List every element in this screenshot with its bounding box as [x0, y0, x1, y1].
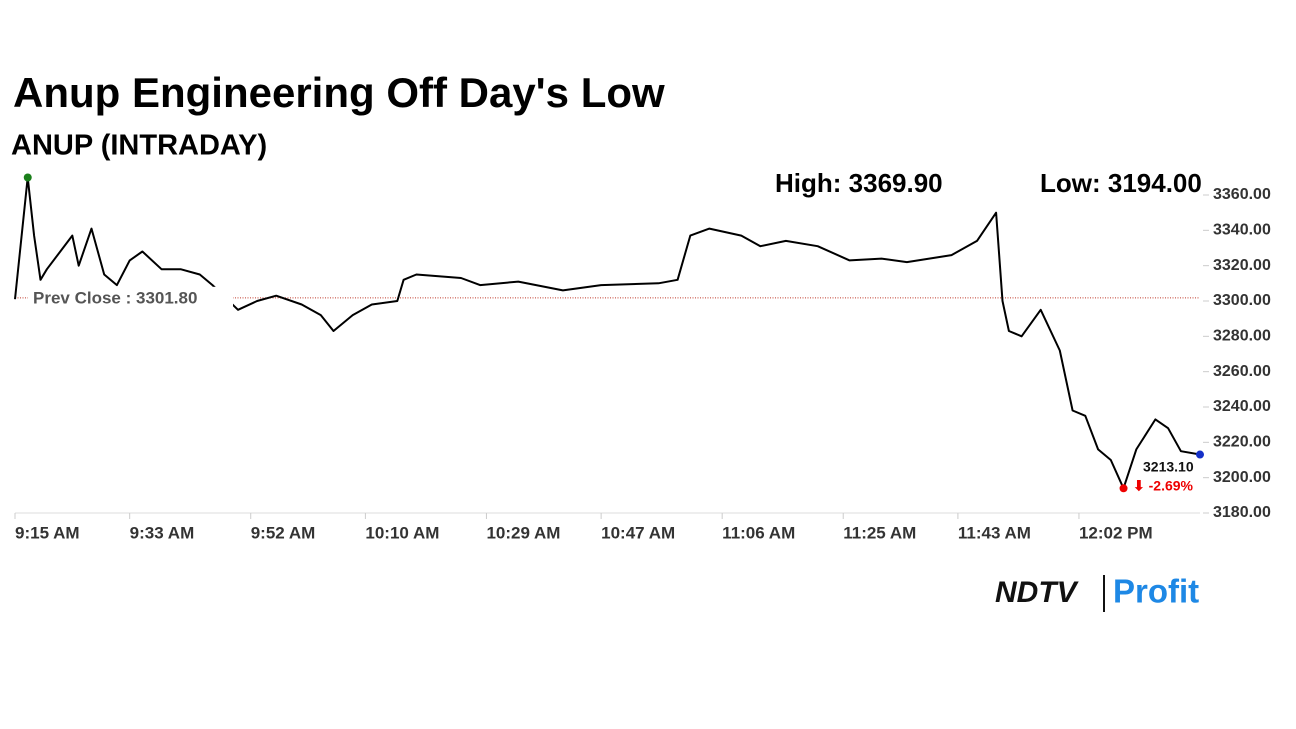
x-tick-label: 10:10 AM	[365, 523, 439, 542]
last-dot	[1196, 450, 1204, 459]
last-label: 3213.10	[1143, 459, 1194, 475]
y-tick-label: 3200.00	[1213, 469, 1271, 486]
y-tick-label: 3280.00	[1213, 328, 1271, 345]
y-tick-label: 3220.00	[1213, 434, 1271, 451]
x-tick-label: 9:52 AM	[251, 523, 316, 542]
x-tick-label: 10:29 AM	[486, 523, 560, 542]
low-dot	[1119, 484, 1128, 493]
logo-left: NDTV	[995, 576, 1080, 609]
y-tick-label: 3180.00	[1213, 504, 1271, 521]
x-tick-label: 9:15 AM	[15, 523, 80, 542]
y-tick-label: 3300.00	[1213, 292, 1271, 309]
x-tick-label: 11:25 AM	[843, 523, 916, 542]
price-line	[14, 176, 1201, 490]
logo-right: Profit	[1113, 573, 1199, 610]
y-tick-label: 3260.00	[1213, 363, 1271, 380]
y-tick-label: 3360.00	[1213, 186, 1271, 203]
high-dot	[23, 173, 32, 182]
x-tick-label: 11:43 AM	[958, 523, 1031, 542]
prev-close-bg	[28, 286, 233, 309]
high-label: High: 3369.90	[775, 168, 943, 198]
x-tick-label: 10:47 AM	[601, 523, 675, 542]
low-label: Low: 3194.00	[1040, 168, 1202, 198]
change-label: ⬇ -2.69%	[1133, 478, 1194, 494]
y-tick-label: 3320.00	[1213, 257, 1271, 274]
chart-title: Anup Engineering Off Day's Low	[13, 69, 665, 116]
x-tick-label: 9:33 AM	[130, 523, 195, 542]
x-tick-label: 11:06 AM	[722, 523, 795, 542]
y-tick-label: 3340.00	[1213, 222, 1271, 239]
y-tick-label: 3240.00	[1213, 398, 1271, 415]
prev-close-label: Prev Close : 3301.80	[33, 288, 197, 307]
chart-subtitle: ANUP (INTRADAY)	[11, 130, 267, 162]
x-tick-label: 12:02 PM	[1079, 523, 1153, 542]
